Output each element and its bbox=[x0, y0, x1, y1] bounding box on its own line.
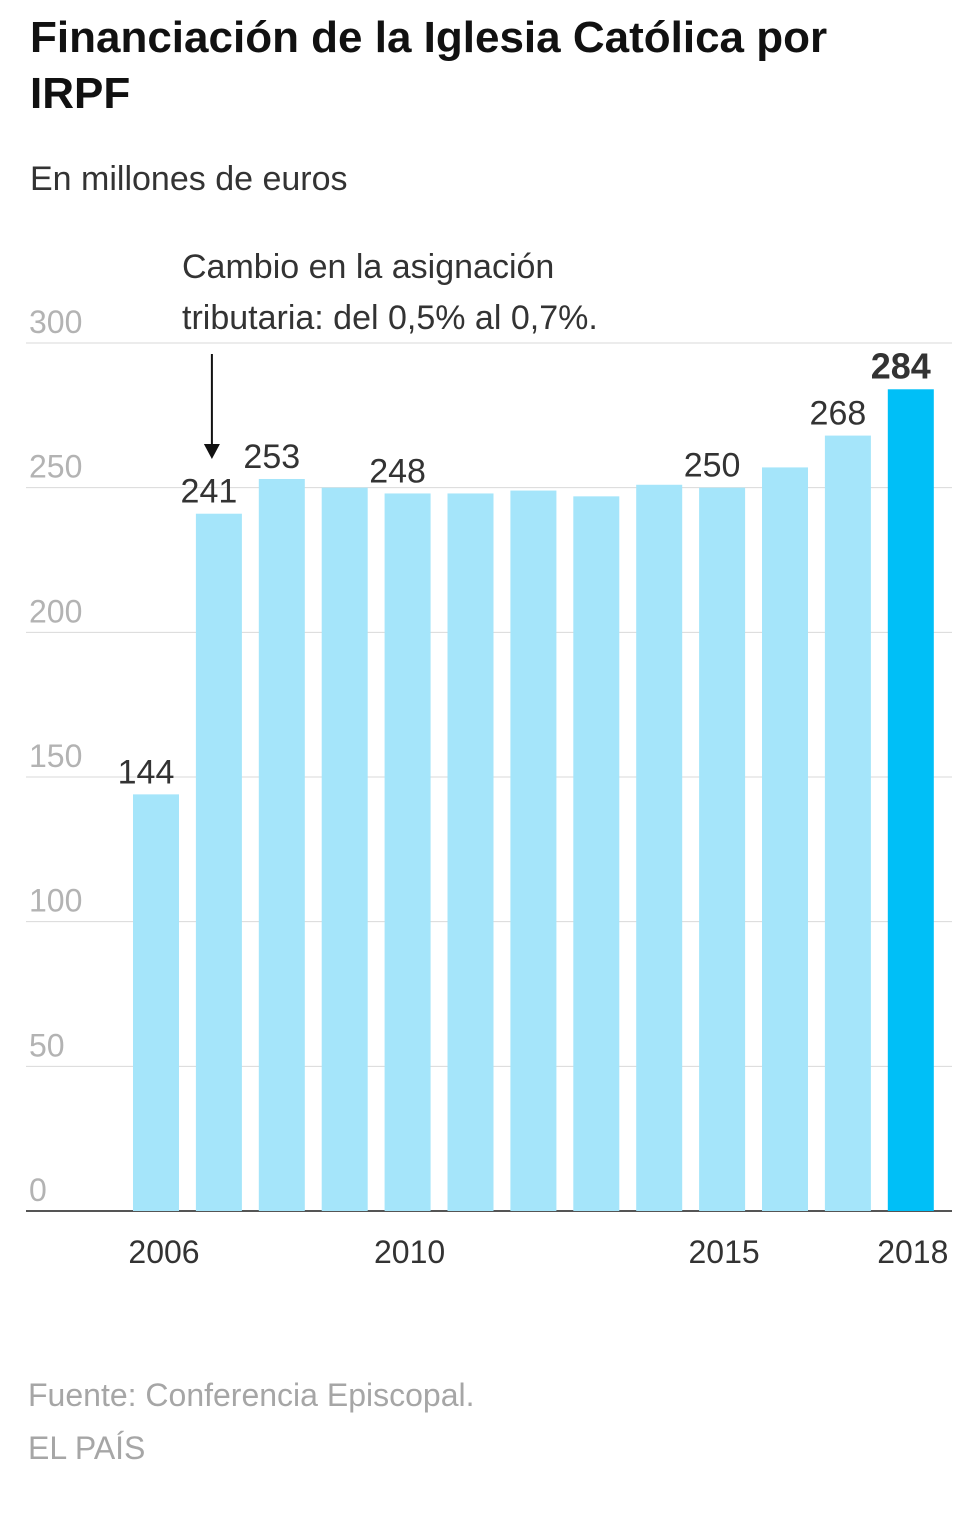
bar-2011 bbox=[447, 493, 494, 1211]
bar-2016 bbox=[762, 467, 808, 1211]
bar-2006 bbox=[133, 794, 179, 1211]
data-label-2006: 144 bbox=[118, 753, 175, 791]
data-label-2010: 248 bbox=[369, 452, 426, 490]
annotation-arrow-head bbox=[203, 444, 220, 459]
chart-subtitle: En millones de euros bbox=[30, 160, 348, 198]
bar-2014 bbox=[636, 484, 683, 1212]
bar-2012 bbox=[510, 490, 557, 1211]
bar-2017 bbox=[824, 435, 871, 1211]
bar-2018 bbox=[887, 389, 934, 1211]
annotation-arrow bbox=[203, 354, 220, 459]
annotation-line-2: tributaria: del 0,5% al 0,7%. bbox=[182, 299, 598, 337]
x-tick-label-2015: 2015 bbox=[689, 1234, 760, 1270]
x-tick-label-2010: 2010 bbox=[374, 1234, 445, 1270]
bar-2009 bbox=[321, 487, 368, 1212]
bar-2010 bbox=[384, 493, 431, 1211]
y-tick-label: 200 bbox=[29, 593, 82, 629]
y-tick-label: 300 bbox=[29, 304, 82, 340]
y-tick-label: 150 bbox=[29, 738, 82, 774]
data-label-2007: 241 bbox=[181, 473, 238, 511]
bar-2007 bbox=[195, 513, 242, 1211]
y-tick-label: 50 bbox=[29, 1027, 65, 1063]
bar-2015 bbox=[699, 487, 746, 1212]
chart-title: Financiación de la Iglesia Católica por … bbox=[30, 13, 828, 118]
y-tick-label: 100 bbox=[29, 883, 82, 919]
data-label-2018: 284 bbox=[871, 345, 931, 386]
brand-label: EL PAÍS bbox=[28, 1430, 146, 1466]
bar-2008 bbox=[258, 478, 305, 1211]
source-note: Fuente: Conferencia Episcopal. bbox=[28, 1377, 475, 1413]
x-tick-label-2018: 2018 bbox=[877, 1234, 948, 1270]
annotation-line-1: Cambio en la asignación bbox=[182, 248, 555, 286]
x-tick-label-2006: 2006 bbox=[128, 1234, 199, 1270]
y-tick-label: 0 bbox=[29, 1172, 47, 1208]
bar-2013 bbox=[573, 496, 620, 1211]
bars bbox=[133, 389, 934, 1212]
x-axis-ticks: 2006 2010 2015 2018 bbox=[128, 1234, 948, 1270]
data-label-2017: 268 bbox=[810, 395, 867, 433]
data-label-2015: 250 bbox=[684, 447, 741, 485]
y-tick-label: 250 bbox=[29, 449, 82, 485]
y-axis-ticks: 0 50 100 150 200 250 300 bbox=[29, 304, 82, 1208]
annotation-text: Cambio en la asignación tributaria: del … bbox=[182, 242, 702, 344]
data-label-2008: 253 bbox=[243, 438, 300, 476]
